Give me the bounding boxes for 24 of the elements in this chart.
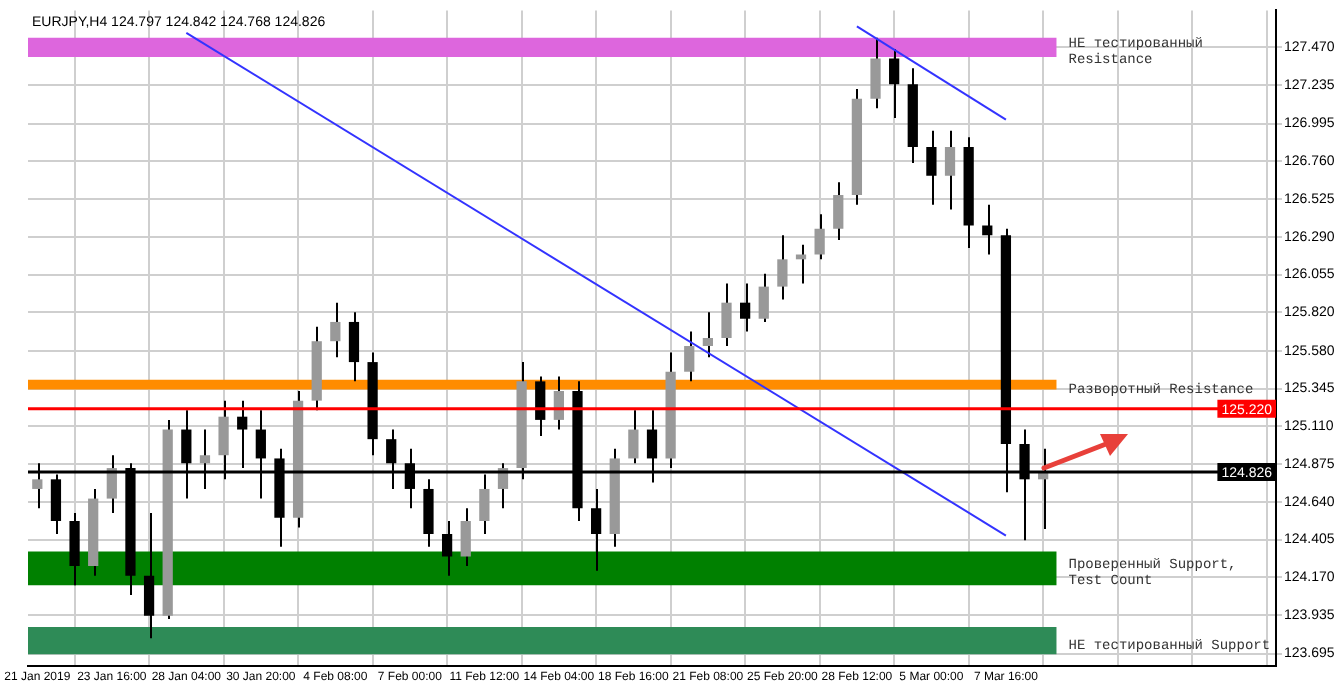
candlestick: [591, 487, 602, 572]
candlestick: [628, 409, 639, 465]
candlestick: [795, 243, 807, 285]
candlestick: [740, 282, 751, 333]
candlestick: [870, 36, 881, 110]
candlestick: [833, 181, 844, 242]
candlestick: [69, 512, 80, 587]
candlestick: [758, 272, 769, 323]
candlestick: [702, 311, 713, 359]
candlestick: [721, 282, 732, 348]
candlestick: [944, 129, 956, 211]
candlestick: [926, 129, 937, 206]
candlestick: [684, 330, 695, 383]
candlestick: [330, 301, 341, 359]
candlestick: [889, 47, 900, 119]
candlestick: [441, 520, 453, 577]
candlestick: [777, 234, 788, 301]
candlestick: [982, 203, 993, 256]
candlestick: [535, 375, 546, 437]
candlestick: [143, 512, 155, 640]
candlestick: [460, 507, 471, 568]
candlestick: [348, 311, 360, 383]
candlestick: [814, 213, 825, 261]
candlestick: [423, 478, 434, 548]
